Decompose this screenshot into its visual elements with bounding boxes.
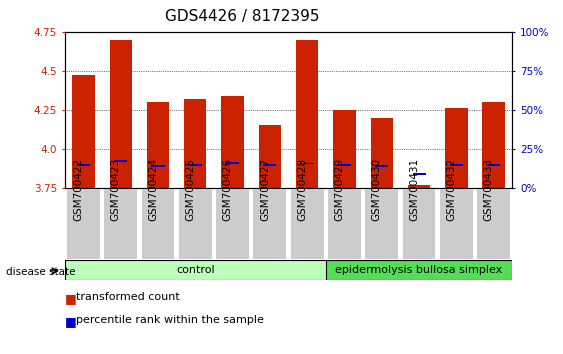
Bar — [408, 184, 430, 188]
Bar — [440, 189, 473, 259]
Bar — [184, 99, 207, 188]
Bar — [370, 118, 393, 188]
Text: GSM700423: GSM700423 — [111, 158, 120, 221]
Text: transformed count: transformed count — [76, 292, 180, 302]
Bar — [450, 164, 463, 166]
Bar — [109, 40, 132, 188]
Bar — [151, 165, 164, 167]
Bar — [328, 189, 361, 259]
Bar — [221, 96, 244, 188]
Bar — [65, 260, 326, 280]
Bar — [226, 162, 239, 164]
Bar — [403, 189, 436, 259]
Text: percentile rank within the sample: percentile rank within the sample — [76, 315, 264, 325]
Bar — [189, 164, 202, 166]
Text: GSM700431: GSM700431 — [409, 158, 419, 221]
Bar — [487, 164, 500, 166]
Bar — [179, 189, 212, 259]
Bar — [147, 102, 169, 188]
Text: epidermolysis bullosa simplex: epidermolysis bullosa simplex — [336, 265, 503, 275]
Text: GSM700429: GSM700429 — [334, 158, 345, 221]
Bar — [104, 189, 137, 259]
Text: GSM700425: GSM700425 — [185, 158, 195, 221]
Bar — [333, 110, 356, 188]
Bar — [413, 173, 426, 175]
Bar — [296, 40, 319, 188]
Text: GSM700424: GSM700424 — [148, 158, 158, 221]
Text: ■: ■ — [65, 315, 77, 328]
Bar — [338, 164, 351, 166]
Text: control: control — [176, 265, 215, 275]
Text: GSM700427: GSM700427 — [260, 158, 270, 221]
Text: GSM700433: GSM700433 — [484, 158, 494, 221]
Bar — [376, 165, 388, 167]
Bar — [216, 189, 249, 259]
Bar — [482, 102, 505, 188]
Bar — [67, 189, 100, 259]
Bar — [72, 75, 95, 188]
Text: GSM700428: GSM700428 — [297, 158, 307, 221]
Bar — [326, 260, 512, 280]
Bar — [445, 108, 467, 188]
Text: GDS4426 / 8172395: GDS4426 / 8172395 — [165, 9, 319, 24]
Bar — [258, 125, 281, 188]
Text: GSM700432: GSM700432 — [446, 158, 457, 221]
Text: GSM700430: GSM700430 — [372, 158, 382, 221]
Bar — [291, 189, 324, 259]
Bar — [141, 189, 175, 259]
Bar — [365, 189, 398, 259]
Text: ■: ■ — [65, 292, 77, 305]
Bar — [477, 189, 510, 259]
Bar — [114, 160, 127, 162]
Bar — [263, 164, 276, 166]
Bar — [253, 189, 287, 259]
Bar — [301, 162, 314, 164]
Bar — [77, 164, 90, 166]
Text: GSM700426: GSM700426 — [222, 158, 233, 221]
Text: GSM700422: GSM700422 — [73, 158, 83, 221]
Text: disease state: disease state — [6, 267, 75, 276]
